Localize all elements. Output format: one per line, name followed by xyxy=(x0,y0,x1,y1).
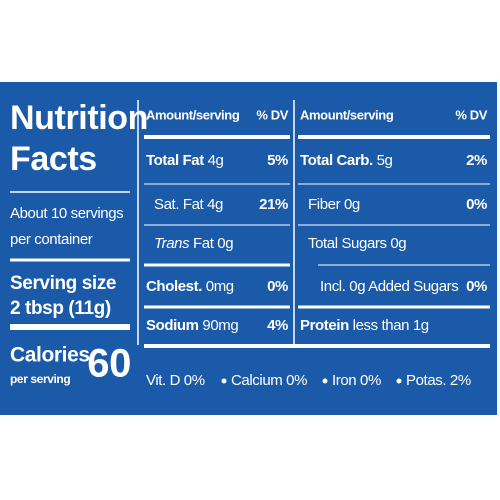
separator-dot xyxy=(221,378,227,384)
vitamin: Potas. 2% xyxy=(406,372,471,389)
nutrient-amount: Fat 0g xyxy=(193,235,233,252)
servings: per container xyxy=(10,231,93,248)
nutrient-amount: 0mg xyxy=(206,278,234,295)
nutrient-name: Trans xyxy=(154,235,190,252)
separator-dot xyxy=(396,378,402,384)
nutrient-name: Protein xyxy=(300,317,349,334)
daily-value: 0% xyxy=(466,278,487,295)
calories-sub: per serving xyxy=(10,372,70,386)
nutrient-name: Cholest. xyxy=(146,278,202,295)
nutrient-amount: 4g xyxy=(207,196,223,213)
nutrient: Fiber 0g xyxy=(308,196,360,213)
daily-value: 0% xyxy=(466,196,487,213)
header: Amount/serving xyxy=(300,107,394,122)
nutrient: Sat. Fat 4g xyxy=(154,196,223,213)
daily-value: 21% xyxy=(259,196,288,213)
header: % DV xyxy=(256,107,288,122)
serving-size: 2 tbsp (11g) xyxy=(10,298,111,319)
daily-value: 4% xyxy=(267,317,288,334)
vitamin: Iron 0% xyxy=(332,372,381,389)
calories-value: 60 xyxy=(87,342,131,386)
serving-size: Serving size xyxy=(10,273,116,294)
nutrient-amount: 90mg xyxy=(202,317,238,334)
nutrient: Total Sugars 0g xyxy=(308,235,406,252)
nutrient: Incl. 0g Added Sugars xyxy=(320,278,458,295)
daily-value: 5% xyxy=(267,152,288,169)
header: Amount/serving xyxy=(146,107,240,122)
vitamin: Calcium 0% xyxy=(231,372,307,389)
nutrient: Total Fat 4g xyxy=(146,152,224,169)
nutrient-amount: less than 1g xyxy=(353,317,429,334)
nutrient: Cholest. 0mg xyxy=(146,278,234,295)
title: Nutrition xyxy=(10,99,148,137)
calories-label: Calories xyxy=(10,344,90,367)
nutrient-name: Total Carb. xyxy=(300,152,373,169)
nutrient: Total Carb. 5g xyxy=(300,152,393,169)
title: Facts xyxy=(10,140,97,178)
daily-value: 2% xyxy=(466,152,487,169)
nutrient: Protein less than 1g xyxy=(300,317,429,334)
servings: About 10 servings xyxy=(10,205,123,222)
header: % DV xyxy=(455,107,487,122)
nutrient-amount: 4g xyxy=(208,152,224,169)
nutrient-amount: 5g xyxy=(377,152,393,169)
daily-value: 0% xyxy=(267,278,288,295)
nutrient-name: Sat. Fat xyxy=(154,196,205,213)
nutrient: Sodium 90mg xyxy=(146,317,238,334)
nutrient-name: Sodium xyxy=(146,317,199,334)
separator-dot xyxy=(322,378,328,384)
vitamin: Vit. D 0% xyxy=(146,372,205,389)
nutrient: Trans Fat 0g xyxy=(154,235,233,252)
nutrient-name: Total Fat xyxy=(146,152,204,169)
